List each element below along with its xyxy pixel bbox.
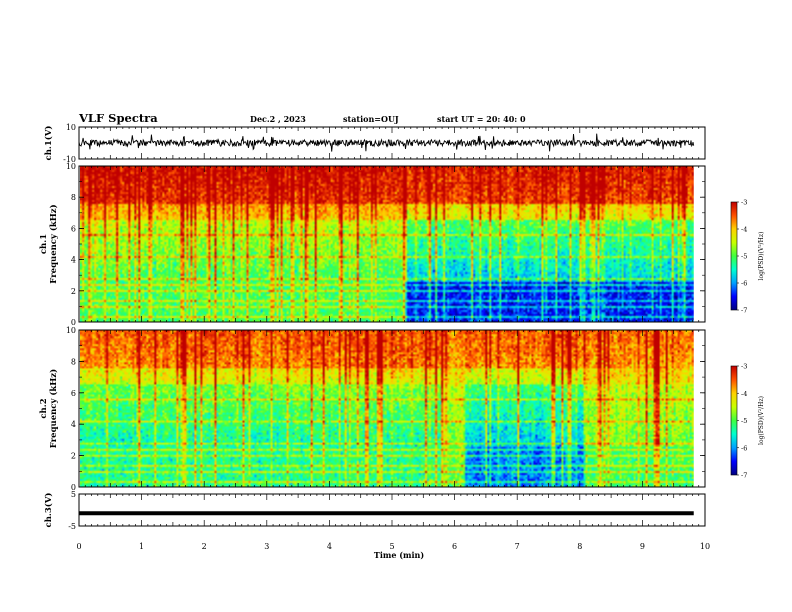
x-tick-label: 8	[577, 542, 582, 551]
ch3w-y-label: ch.3(V)	[43, 493, 54, 528]
ch2-colorbar-label: log(PSD)(V²/Hz)	[758, 396, 765, 445]
x-tick-label: 10	[700, 542, 710, 551]
ch1w-y-tick-label: 10	[66, 123, 76, 132]
ch2-colorbar-tick-label: -3	[741, 363, 747, 371]
ch1-colorbar-tick-label: -3	[741, 199, 747, 207]
x-tick-label: 1	[139, 542, 144, 551]
ch2s-y-tick-label: 8	[71, 357, 76, 366]
ch1s-y-tick-label: 8	[71, 193, 76, 202]
ch2s-y-label: ch.2	[39, 398, 49, 418]
ch1s-y-tick-label: 0	[71, 318, 76, 327]
ch1-colorbar-label: log(PSD)(V²/Hz)	[758, 232, 765, 281]
header-station: station=OUJ	[343, 114, 399, 124]
plot-layers	[78, 133, 695, 516]
x-tick-label: 5	[389, 542, 394, 551]
x-tick-label: 7	[515, 542, 520, 551]
x-tick-label: 6	[452, 542, 457, 551]
ch2-colorbar-tick-label: -5	[741, 417, 747, 425]
ch2s-y-tick-label: 2	[71, 452, 76, 461]
ch1s-y-label: ch.1	[39, 234, 49, 254]
ch2-colorbar-tick-label: -4	[741, 390, 747, 398]
ch1-colorbar-tick-label: -4	[741, 226, 747, 234]
ch2s-y-tick-label: 6	[71, 389, 76, 398]
ch2s-y-tick-label: 10	[66, 326, 76, 335]
ch1-colorbar-tick-label: -7	[741, 307, 747, 315]
spectrogram-images	[80, 166, 694, 487]
ch2-spectrogram-image	[80, 330, 694, 487]
ch1-waveform-line	[78, 133, 695, 152]
ch1-colorbar	[730, 201, 738, 311]
ch2-colorbar	[730, 365, 738, 476]
ch1-colorbar-tick-label: -5	[741, 253, 747, 261]
ch3w-y-tick-label: -5	[68, 522, 76, 531]
ch1-spectrogram-image	[80, 166, 694, 322]
ch1s-y-tick-label: 4	[71, 256, 76, 265]
x-axis-label: Time (min)	[374, 550, 424, 560]
ch1w-y-label: ch.1(V)	[43, 126, 54, 161]
ch2-colorbar-tick-label: -7	[741, 472, 747, 480]
ch2s-y-tick-label: 4	[71, 420, 76, 429]
chart-title: VLF Spectra	[79, 111, 158, 125]
ch1s-y-tick-label: 6	[71, 224, 76, 233]
ch2s-y-label: Frequency (kHz)	[48, 369, 59, 448]
x-tick-label: 4	[327, 542, 332, 551]
x-tick-label: 9	[640, 542, 645, 551]
ch1s-y-tick-label: 2	[71, 287, 76, 296]
ch1s-y-tick-label: 10	[66, 162, 76, 171]
header-start-time: start UT = 20: 40: 0	[437, 114, 526, 124]
ch1w-y-tick-label: -10	[63, 155, 76, 164]
ch3w-y-tick-label: 5	[71, 490, 76, 499]
x-tick-label: 3	[264, 542, 269, 551]
ch2s-y-tick-label: 0	[71, 483, 76, 492]
ch2-colorbar-tick-label: -6	[741, 444, 747, 452]
ch1s-y-label: Frequency (kHz)	[48, 204, 59, 283]
x-tick-label: 0	[76, 542, 81, 551]
x-tick-label: 2	[202, 542, 207, 551]
ch1-colorbar-tick-label: -6	[741, 280, 747, 288]
header-date: Dec.2 , 2023	[250, 114, 306, 124]
